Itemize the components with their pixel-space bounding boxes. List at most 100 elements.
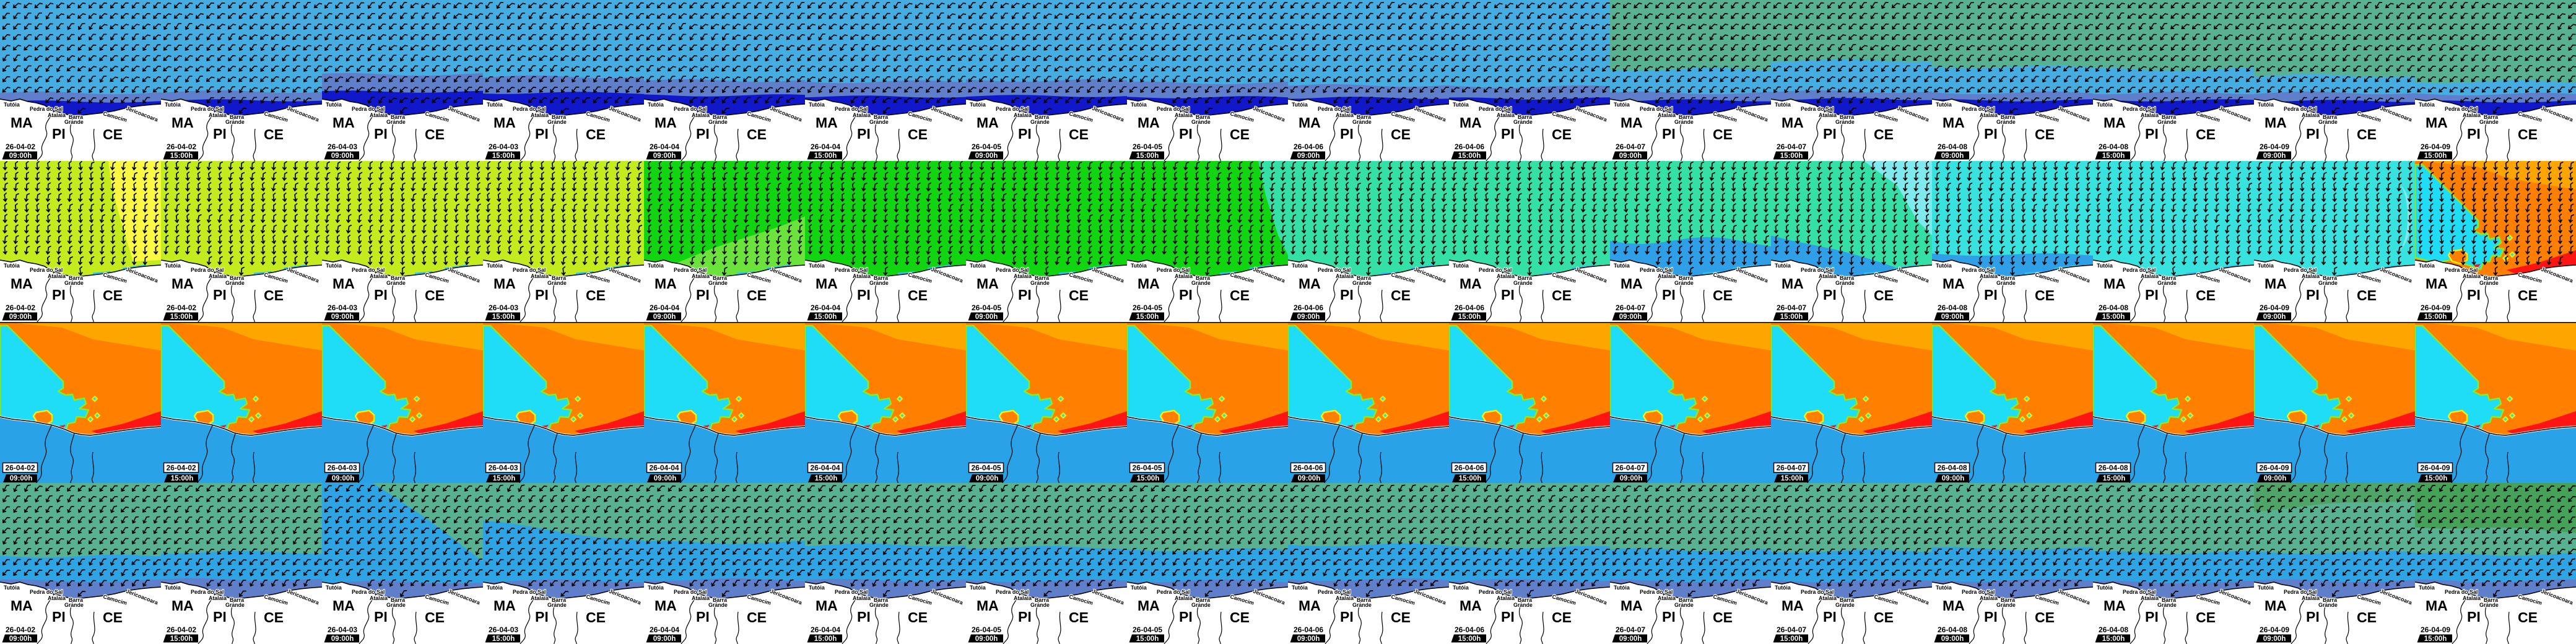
- place-label-atalaia: Atalaia: [370, 112, 388, 118]
- land: [322, 322, 483, 483]
- forecast-tile[interactable]: 26-04-04 15:00h: [805, 322, 966, 483]
- forecast-tile[interactable]: Tutóia Pedra do Sal Atalaia Barra Grande Camo…: [2254, 161, 2415, 322]
- forecast-tile[interactable]: Tutóia Pedra do Sal Atalaia Barra Grande Camo…: [1127, 161, 1288, 322]
- place-label-atalaia: Atalaia: [1980, 112, 1998, 118]
- forecast-tile[interactable]: 26-04-08 15:00h: [2093, 322, 2254, 483]
- forecast-tile[interactable]: 26-04-02 09:00h: [0, 322, 161, 483]
- forecast-tile[interactable]: Tutóia Pedra do Sal Atalaia Barra Grande Camo…: [966, 161, 1127, 322]
- time-label: 15:00h: [1136, 313, 1159, 321]
- forecast-tile[interactable]: Tutóia Pedra do Sal Atalaia Barra Grande Camo…: [1127, 0, 1288, 161]
- state-label-ce: CE: [2196, 287, 2216, 303]
- forecast-tile[interactable]: Tutóia Pedra do Sal Atalaia Barra Grande Camo…: [322, 483, 483, 644]
- forecast-tile[interactable]: Tutóia Pedra do Sal Atalaia Barra Grande Camo…: [966, 483, 1127, 644]
- state-label-ce: CE: [264, 287, 284, 303]
- forecast-tile[interactable]: Tutóia Pedra do Sal Atalaia Barra Grande Camo…: [2093, 161, 2254, 322]
- forecast-tile[interactable]: Tutóia Pedra do Sal Atalaia Barra Grande Camo…: [1288, 483, 1449, 644]
- land: [2093, 259, 2254, 322]
- forecast-tile[interactable]: 26-04-02 15:00h: [161, 322, 322, 483]
- place-label-tutoia: Tutóia: [2097, 102, 2113, 108]
- time-label: 15:00h: [2425, 475, 2447, 482]
- forecast-tile[interactable]: Tutóia Pedra do Sal Atalaia Barra Grande Camo…: [1610, 483, 1771, 644]
- forecast-tile[interactable]: Tutóia Pedra do Sal Atalaia Barra Grande Camo…: [483, 483, 644, 644]
- place-label-atalaia: Atalaia: [1175, 112, 1193, 118]
- forecast-tile[interactable]: Tutóia Pedra do Sal Atalaia Barra Grande Camo…: [483, 161, 644, 322]
- forecast-tile[interactable]: Tutóia Pedra do Sal Atalaia Barra Grande Camo…: [1771, 161, 1932, 322]
- state-label-pi: PI: [2306, 126, 2320, 142]
- forecast-tile[interactable]: 26-04-05 15:00h: [1127, 322, 1288, 483]
- forecast-tile[interactable]: Tutóia Pedra do Sal Atalaia Barra Grande Camo…: [2415, 483, 2576, 644]
- forecast-tile[interactable]: Tutóia Pedra do Sal Atalaia Barra Grande Camo…: [1932, 161, 2093, 322]
- forecast-tile[interactable]: 26-04-06 15:00h: [1449, 322, 1610, 483]
- forecast-tile[interactable]: Tutóia Pedra do Sal Atalaia Barra Grande Camo…: [805, 161, 966, 322]
- date-box: [968, 462, 1004, 473]
- place-label-grande: Grande: [2318, 119, 2338, 125]
- forecast-tile[interactable]: Tutóia Pedra do Sal Atalaia Barra Grande Camo…: [161, 0, 322, 161]
- land: [1771, 322, 1932, 483]
- forecast-tile[interactable]: Tutóia Pedra do Sal Atalaia Barra Grande Camo…: [644, 483, 805, 644]
- date-label: 26-04-08: [2099, 625, 2128, 634]
- land: [1127, 581, 1288, 644]
- timestamp: 26-04-04 15:00h: [807, 462, 843, 482]
- time-badge: [2418, 474, 2452, 482]
- state-label-pi: PI: [1823, 609, 1837, 625]
- place-label-barra: Barra: [874, 114, 888, 120]
- forecast-tile[interactable]: 26-04-09 09:00h: [2254, 322, 2415, 483]
- forecast-tile[interactable]: Tutóia Pedra do Sal Atalaia Barra Grande Camo…: [1771, 483, 1932, 644]
- forecast-tile[interactable]: Tutóia Pedra do Sal Atalaia Barra Grande Camo…: [161, 483, 322, 644]
- forecast-tile[interactable]: 26-04-05 09:00h: [966, 322, 1127, 483]
- place-label-atalaia: Atalaia: [370, 273, 388, 279]
- forecast-tile[interactable]: 26-04-04 09:00h: [644, 322, 805, 483]
- forecast-tile[interactable]: 26-04-07 09:00h: [1610, 322, 1771, 483]
- forecast-tile[interactable]: 26-04-08 09:00h: [1932, 322, 2093, 483]
- forecast-tile[interactable]: Tutóia Pedra do Sal Atalaia Barra Grande Camo…: [161, 161, 322, 322]
- forecast-tile[interactable]: Tutóia Pedra do Sal Atalaia Barra Grande Camo…: [1288, 161, 1449, 322]
- forecast-tile[interactable]: Tutóia Pedra do Sal Atalaia Barra Grande Camo…: [2093, 483, 2254, 644]
- state-label-ce: CE: [1230, 287, 1250, 303]
- forecast-tile[interactable]: Tutóia Pedra do Sal Atalaia Barra Grande Camo…: [2254, 0, 2415, 161]
- date-label: 26-04-05: [972, 625, 1001, 634]
- forecast-tile[interactable]: 26-04-03 09:00h: [322, 322, 483, 483]
- state-label-pi: PI: [535, 126, 549, 142]
- forecast-tile[interactable]: Tutóia Pedra do Sal Atalaia Barra Grande Camo…: [1288, 0, 1449, 161]
- forecast-tile[interactable]: Tutóia Pedra do Sal Atalaia Barra Grande Camo…: [1610, 161, 1771, 322]
- forecast-tile[interactable]: Tutóia Pedra do Sal Atalaia Barra Grande Camo…: [1771, 0, 1932, 161]
- forecast-tile[interactable]: 26-04-07 15:00h: [1771, 322, 1932, 483]
- forecast-tile[interactable]: Tutóia Pedra do Sal Atalaia Barra Grande Camo…: [644, 161, 805, 322]
- forecast-tile[interactable]: Tutóia Pedra do Sal Atalaia Barra Grande Camo…: [1449, 0, 1610, 161]
- forecast-tile[interactable]: Tutóia Pedra do Sal Atalaia Barra Grande Camo…: [322, 0, 483, 161]
- forecast-tile[interactable]: Tutóia Pedra do Sal Atalaia Barra Grande Camo…: [966, 0, 1127, 161]
- forecast-tile[interactable]: 26-04-03 15:00h: [483, 322, 644, 483]
- forecast-tile[interactable]: Tutóia Pedra do Sal Atalaia Barra Grande Camo…: [0, 0, 161, 161]
- forecast-tile[interactable]: Tutóia Pedra do Sal Atalaia Barra Grande Camo…: [2254, 483, 2415, 644]
- state-label-ma: MA: [172, 115, 194, 131]
- forecast-tile[interactable]: 26-04-09 15:00h: [2415, 322, 2576, 483]
- forecast-tile[interactable]: Tutóia Pedra do Sal Atalaia Barra Grande Camo…: [1449, 161, 1610, 322]
- place-label-tutoia: Tutóia: [1292, 263, 1308, 269]
- state-label-pi: PI: [1340, 609, 1354, 625]
- time-badge: [324, 312, 359, 321]
- forecast-tile[interactable]: Tutóia Pedra do Sal Atalaia Barra Grande Camo…: [483, 0, 644, 161]
- state-label-pi: PI: [1018, 126, 1032, 142]
- date-label: 26-04-08: [2099, 464, 2128, 472]
- forecast-tile[interactable]: Tutóia Pedra do Sal Atalaia Barra Grande Camo…: [1932, 0, 2093, 161]
- forecast-tile[interactable]: Tutóia Pedra do Sal Atalaia Barra Grande Camo…: [0, 161, 161, 322]
- date-label: 26-04-02: [6, 464, 35, 472]
- state-label-ce: CE: [2196, 126, 2216, 142]
- forecast-tile[interactable]: Tutóia Pedra do Sal Atalaia Barra Grande Camo…: [644, 0, 805, 161]
- forecast-tile[interactable]: Tutóia Pedra do Sal Atalaia Barra Grande Camo…: [2093, 0, 2254, 161]
- date-label: 26-04-09: [2260, 464, 2289, 472]
- time-label: 15:00h: [171, 475, 193, 482]
- forecast-tile[interactable]: Tutóia Pedra do Sal Atalaia Barra Grande Camo…: [1449, 483, 1610, 644]
- forecast-tile[interactable]: Tutóia Pedra do Sal Atalaia Barra Grande Camo…: [2415, 0, 2576, 161]
- forecast-tile[interactable]: Tutóia Pedra do Sal Atalaia Barra Grande Camo…: [322, 161, 483, 322]
- forecast-tile[interactable]: Tutóia Pedra do Sal Atalaia Barra Grande Camo…: [1127, 483, 1288, 644]
- forecast-tile[interactable]: Tutóia Pedra do Sal Atalaia Barra Grande Camo…: [1932, 483, 2093, 644]
- forecast-tile[interactable]: Tutóia Pedra do Sal Atalaia Barra Grande Camo…: [805, 0, 966, 161]
- forecast-tile[interactable]: Tutóia Pedra do Sal Atalaia Barra Grande Camo…: [2415, 161, 2576, 322]
- forecast-tile[interactable]: Tutóia Pedra do Sal Atalaia Barra Grande Camo…: [0, 483, 161, 644]
- forecast-tile[interactable]: Tutóia Pedra do Sal Atalaia Barra Grande Camo…: [1610, 0, 1771, 161]
- forecast-tile[interactable]: 26-04-06 09:00h: [1288, 322, 1449, 483]
- forecast-tile[interactable]: Tutóia Pedra do Sal Atalaia Barra Grande Camo…: [805, 483, 966, 644]
